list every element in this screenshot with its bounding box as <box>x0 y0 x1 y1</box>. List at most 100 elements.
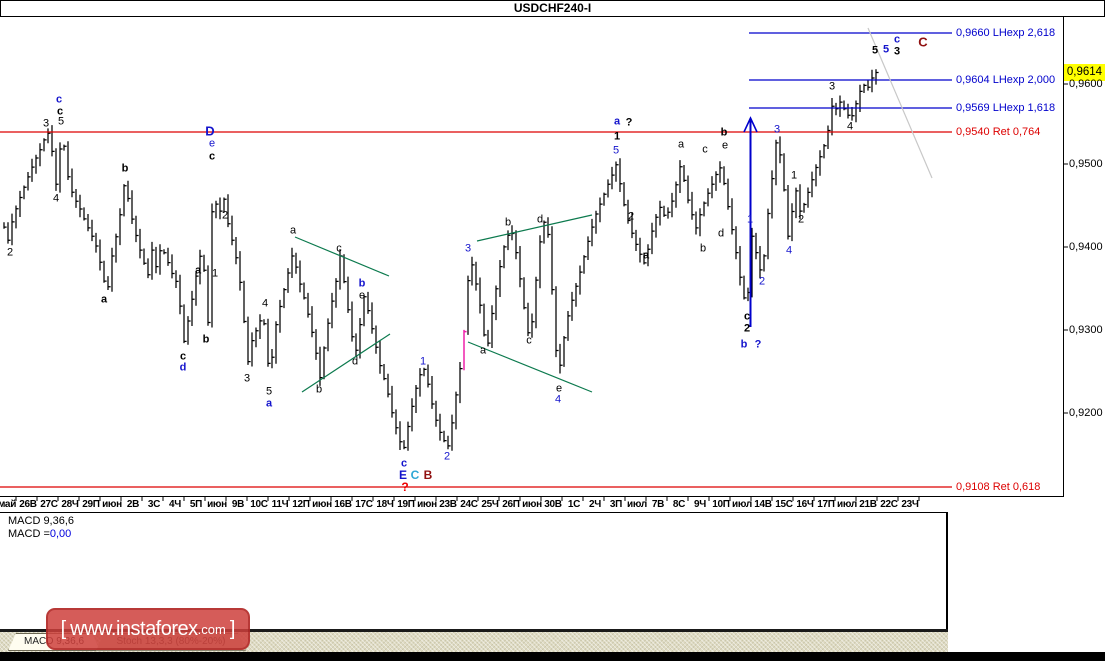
x-axis-label: 11Ч <box>271 499 289 510</box>
current-price-tag: 0,9614 <box>1064 64 1105 81</box>
macd-panel-border <box>0 629 948 632</box>
wave-label: 2 <box>743 322 751 335</box>
wave-label: c <box>702 143 708 156</box>
x-axis-label: июн <box>207 499 227 510</box>
y-axis-label: 0,9300 <box>1069 324 1103 336</box>
x-axis-label: 9Ч <box>694 499 706 510</box>
x-axis-label: 2Ч <box>589 499 601 510</box>
wave-label: b <box>358 277 366 290</box>
wave-label: b <box>121 162 129 175</box>
x-axis-label: июл <box>627 499 647 510</box>
wave-label: d <box>179 361 187 374</box>
wave-label: a <box>642 249 650 262</box>
x-axis-label: июн <box>312 499 332 510</box>
wave-label: 5 <box>57 115 65 128</box>
x-axis-label: 17С <box>355 499 373 510</box>
wave-label: E <box>398 468 408 482</box>
x-axis-label: 25Ч <box>481 499 499 510</box>
x-axis-label: 19П <box>397 499 415 510</box>
wave-label: 4 <box>261 297 269 310</box>
wave-label: d <box>351 355 359 368</box>
wave-label: 1 <box>790 169 798 182</box>
wave-label: 3 <box>243 372 251 385</box>
x-axis-label: 30В <box>544 499 562 510</box>
wave-label: 2 <box>797 213 805 226</box>
x-axis-label: 8С <box>672 499 686 510</box>
wave-label: e <box>721 139 729 152</box>
wave-label: 3 <box>773 123 781 136</box>
macd-value-label: MACD =0,00 <box>8 528 71 540</box>
logo-bracket-left: [ <box>60 617 67 640</box>
x-axis-label: 28Ч <box>61 499 79 510</box>
x-axis-label: 17П <box>817 499 835 510</box>
wave-label: c <box>179 350 187 363</box>
price-axis-line <box>1063 17 1064 497</box>
x-axis-label: 3П <box>609 499 623 510</box>
wave-label: c <box>526 334 532 347</box>
wave-label: ? <box>401 480 409 494</box>
wave-label: c <box>743 310 751 323</box>
level-label: 0,9604 LHexp 2,000 <box>956 74 1056 86</box>
x-axis-label: 16В <box>334 499 352 510</box>
time-axis-line <box>0 496 1063 497</box>
x-axis-label: июл <box>837 499 857 510</box>
logo-text: www.instaforex <box>70 617 198 640</box>
wave-label: 1 <box>746 213 754 226</box>
wave-label: b <box>202 333 210 346</box>
wave-label: 1 <box>613 130 621 143</box>
macd-value: 0,00 <box>49 528 72 540</box>
wave-label: c <box>56 105 64 118</box>
x-axis-label: июн <box>417 499 437 510</box>
x-axis-label: 5П <box>189 499 203 510</box>
wave-label: e <box>555 382 563 395</box>
wave-label: d <box>717 227 725 240</box>
wave-label: 2 <box>758 275 766 288</box>
wave-label: 2 <box>6 246 14 259</box>
wave-label: D <box>205 123 215 139</box>
level-label: 0,9540 Ret 0,764 <box>956 126 1041 138</box>
bottom-black-strip <box>0 652 1105 661</box>
wave-label: e <box>208 137 216 150</box>
wave-label: a <box>289 224 297 237</box>
wave-label: a <box>265 397 273 410</box>
wave-label: 5 <box>265 385 273 398</box>
x-axis-label: 27С <box>40 499 58 510</box>
wave-label: b <box>740 338 748 351</box>
wave-label: 3 <box>464 242 472 255</box>
x-axis-label: май <box>0 499 17 510</box>
x-axis-label: 2В <box>126 499 140 510</box>
wave-label: c <box>55 93 63 106</box>
x-axis-label: 23Ч <box>901 499 919 510</box>
x-axis-label: июн <box>522 499 542 510</box>
wave-label: 4 <box>846 120 854 133</box>
wave-label: 5 <box>882 43 890 56</box>
wave-label: c <box>336 242 342 255</box>
chart-title: USDCHF240-I <box>0 0 1105 17</box>
wave-label: 3 <box>828 80 836 93</box>
x-axis-label: 16Ч <box>796 499 814 510</box>
wave-label: c <box>208 150 216 163</box>
y-axis-label: 0,9200 <box>1069 407 1103 419</box>
y-axis-label: 0,9500 <box>1069 158 1103 170</box>
wave-label: 3 <box>42 117 50 130</box>
x-axis-label: июн <box>102 499 122 510</box>
logo-text-suffix: .com <box>197 621 226 637</box>
wave-label: ? <box>625 116 633 129</box>
x-axis-label: 21В <box>859 499 877 510</box>
wave-label: b <box>699 242 707 255</box>
wave-label: e <box>358 289 366 302</box>
x-axis-label: 24С <box>460 499 478 510</box>
x-axis-label: 26П <box>502 499 520 510</box>
y-axis-label: 0,9400 <box>1069 241 1103 253</box>
x-axis-label: 1С <box>567 499 581 510</box>
level-label: 0,9660 LHexp 2,618 <box>956 27 1056 39</box>
wave-label: b <box>504 216 512 229</box>
wave-label: c <box>400 457 408 470</box>
wave-label: a <box>613 115 621 128</box>
wave-label: 4 <box>52 192 60 205</box>
wave-label: 5 <box>871 44 879 57</box>
wave-label: b <box>720 126 728 139</box>
wave-label: a <box>677 138 685 151</box>
x-axis-label: 12П <box>292 499 310 510</box>
x-axis-label: 3С <box>147 499 161 510</box>
